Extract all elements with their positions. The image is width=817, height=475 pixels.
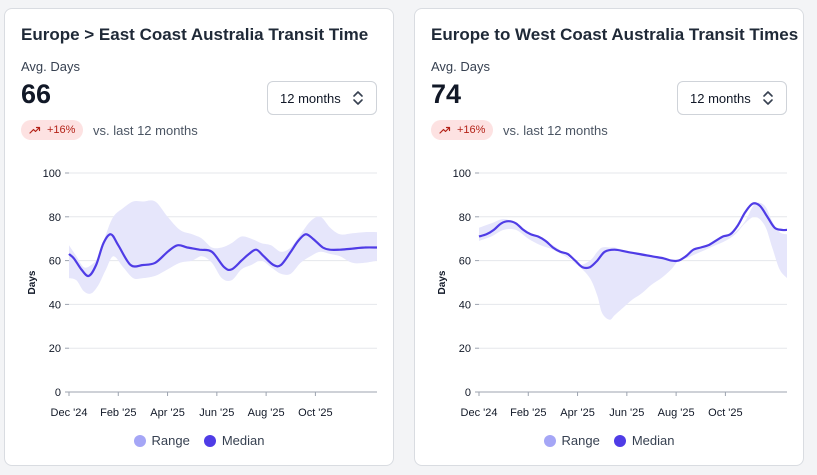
legend-item-range[interactable]: Range: [543, 433, 600, 448]
median-line: [478, 202, 788, 270]
trending-up-icon: [439, 126, 451, 134]
y-tick-label: 40: [459, 299, 471, 311]
x-tick-label: Jun '25: [199, 407, 234, 419]
x-tick-label: Feb '25: [100, 407, 136, 419]
legend-label-median: Median: [631, 433, 675, 448]
range-swatch: [133, 434, 146, 447]
change-badge-value: +16%: [47, 124, 76, 136]
y-tick-label: 0: [465, 387, 471, 399]
x-tick-label: Apr '25: [560, 407, 595, 419]
y-tick-label: 60: [49, 256, 61, 268]
x-tick-label: Apr '25: [150, 407, 185, 419]
transit-chart: 0 20 40 60 80 100 Days Dec '24 Feb '25 Apr '25 Jun…: [437, 168, 788, 419]
range-band: [69, 200, 377, 294]
transit-card-east-coast: Europe > East Coast Australia Transit Ti…: [4, 8, 394, 466]
change-badge: +16%: [431, 120, 494, 140]
x-tick-label: Dec '24: [51, 407, 88, 419]
range-band: [479, 202, 787, 320]
y-tick-label: 100: [43, 168, 61, 180]
x-tick-label: Aug '25: [248, 407, 285, 419]
metric-value: 74: [431, 79, 462, 109]
metric-label: Avg. Days: [21, 59, 81, 74]
y-axis-label: Days: [27, 270, 38, 294]
legend-label-median: Median: [221, 433, 265, 448]
change-badge: +16%: [21, 120, 84, 140]
compare-text: vs. last 12 months: [503, 123, 608, 138]
period-select[interactable]: 12 months: [267, 81, 377, 115]
median-swatch: [613, 434, 626, 447]
transit-chart: 0 20 40 60 80 100 Days Dec '24 Feb '25 Apr '25 Jun…: [27, 168, 378, 419]
legend-item-range[interactable]: Range: [133, 433, 190, 448]
median-swatch: [203, 434, 216, 447]
change-badge-value: +16%: [457, 124, 486, 136]
legend-item-median[interactable]: Median: [203, 433, 265, 448]
x-tick-label: Feb '25: [510, 407, 546, 419]
range-swatch: [543, 434, 556, 447]
trending-up-icon: [29, 126, 41, 134]
x-tick-label: Oct '25: [708, 407, 743, 419]
y-tick-label: 40: [49, 299, 61, 311]
metric-label: Avg. Days: [431, 59, 491, 74]
period-select[interactable]: 12 months: [677, 81, 787, 115]
y-tick-label: 60: [459, 256, 471, 268]
chart-legend: Range Median: [5, 433, 393, 448]
y-tick-label: 20: [49, 343, 61, 355]
x-tick-label: Jun '25: [609, 407, 644, 419]
median-line: [68, 233, 378, 278]
compare-text: vs. last 12 months: [93, 123, 198, 138]
legend-label-range: Range: [561, 433, 600, 448]
x-tick-label: Aug '25: [658, 407, 695, 419]
period-select-value: 12 months: [280, 90, 341, 106]
period-select-value: 12 months: [690, 90, 751, 106]
chevron-up-down-icon: [763, 91, 773, 105]
legend-item-median[interactable]: Median: [613, 433, 675, 448]
y-axis-label: Days: [437, 270, 448, 294]
x-tick-label: Oct '25: [298, 407, 333, 419]
y-tick-label: 80: [459, 212, 471, 224]
y-tick-label: 100: [453, 168, 471, 180]
y-tick-label: 0: [55, 387, 61, 399]
transit-card-west-coast: Europe to West Coast Australia Transit T…: [414, 8, 804, 466]
chevron-up-down-icon: [353, 91, 363, 105]
x-tick-label: Dec '24: [461, 407, 498, 419]
y-tick-label: 80: [49, 212, 61, 224]
metric-value: 66: [21, 79, 52, 109]
card-title: Europe to West Coast Australia Transit T…: [431, 25, 799, 44]
card-title: Europe > East Coast Australia Transit Ti…: [21, 25, 369, 44]
y-tick-label: 20: [459, 343, 471, 355]
legend-label-range: Range: [151, 433, 190, 448]
chart-legend: Range Median: [415, 433, 803, 448]
